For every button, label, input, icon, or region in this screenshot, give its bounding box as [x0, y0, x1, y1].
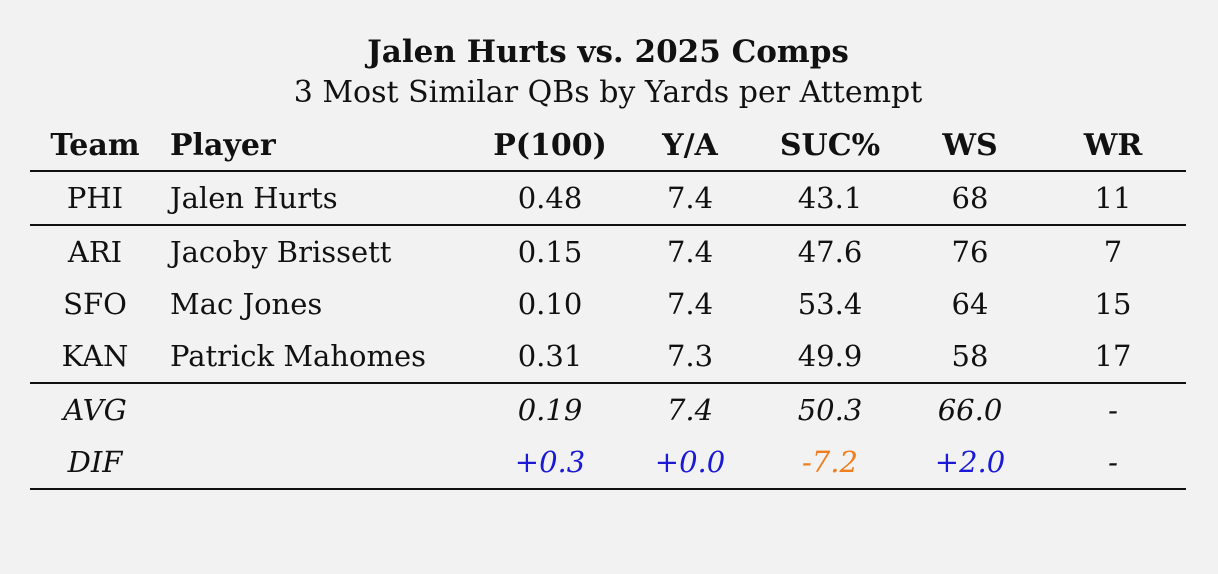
column-header-ws: WS [900, 122, 1040, 172]
suc-cell: 49.9 [760, 330, 900, 384]
ws-cell: 76 [951, 235, 989, 269]
avg-row: AVG 0.19 7.4 50.3 66.0 - [30, 383, 1186, 436]
wr-cell: 7 [1103, 235, 1123, 269]
player-cell: Mac Jones [170, 287, 323, 321]
p100-cell: 0.31 [480, 330, 620, 384]
ws-cell: 68 [900, 171, 1040, 226]
column-header-player: Player [160, 122, 480, 172]
team-cell: PHI [30, 171, 160, 226]
suc-diff-cell: -7.2 [760, 436, 900, 490]
player-cell: Jacoby Brissett [170, 235, 392, 269]
suc-cell: 47.6 [797, 235, 863, 269]
comps-table: Team Player P(100) Y/A SUC% WS WR PHI Ja… [30, 122, 1186, 490]
suc-cell: 43.1 [760, 171, 900, 226]
suc-cell: 50.3 [797, 393, 863, 427]
team-cell: SFO [63, 287, 127, 321]
ws-cell: 66.0 [937, 393, 1003, 427]
ya-cell: 7.4 [666, 287, 714, 321]
subject-row: PHI Jalen Hurts 0.48 7.4 43.1 68 11 [30, 171, 1186, 226]
ya-cell: 7.4 [666, 393, 714, 427]
header-row: Team Player P(100) Y/A SUC% WS WR [30, 122, 1186, 172]
column-header-ya: Y/A [620, 122, 760, 172]
team-cell: KAN [30, 330, 160, 384]
ws-diff-cell: +2.0 [900, 436, 1040, 490]
wr-cell: - [1108, 393, 1118, 427]
team-cell: ARI [67, 235, 123, 269]
dif-row: DIF +0.3 +0.0 -7.2 +2.0 - [30, 436, 1186, 490]
suc-cell: 53.4 [797, 287, 863, 321]
ya-diff-cell: +0.0 [620, 436, 760, 490]
p100-cell: 0.19 [517, 393, 583, 427]
column-header-suc: SUC% [760, 122, 900, 172]
p100-cell: 0.15 [517, 235, 583, 269]
player-cell-empty [160, 383, 480, 436]
wr-cell: 15 [1094, 287, 1132, 321]
column-header-team: Team [30, 122, 160, 172]
ya-cell: 7.4 [666, 235, 714, 269]
dif-label: DIF [30, 436, 160, 490]
comp-row: KAN Patrick Mahomes 0.31 7.3 49.9 58 17 [30, 330, 1186, 384]
chart-title: Jalen Hurts vs. 2025 Comps [367, 34, 849, 70]
wr-cell: 11 [1040, 171, 1186, 226]
ws-cell: 64 [951, 287, 989, 321]
player-cell: Patrick Mahomes [160, 330, 480, 384]
wr-cell: 17 [1040, 330, 1186, 384]
comp-row: ARI Jacoby Brissett 0.15 7.4 47.6 76 7 [30, 225, 1186, 278]
column-header-p100: P(100) [480, 122, 620, 172]
player-cell: Jalen Hurts [160, 171, 480, 226]
p100-cell: 0.10 [517, 287, 583, 321]
wr-diff-cell: - [1040, 436, 1186, 490]
ya-cell: 7.4 [620, 171, 760, 226]
p100-cell: 0.48 [480, 171, 620, 226]
ya-cell: 7.3 [620, 330, 760, 384]
p100-diff-cell: +0.3 [480, 436, 620, 490]
comp-row: SFO Mac Jones 0.10 7.4 53.4 64 15 [30, 278, 1186, 330]
column-header-wr: WR [1040, 122, 1186, 172]
player-cell-empty [160, 436, 480, 490]
ws-cell: 58 [900, 330, 1040, 384]
chart-subtitle: 3 Most Similar QBs by Yards per Attempt [293, 75, 923, 110]
avg-label: AVG [63, 393, 127, 427]
